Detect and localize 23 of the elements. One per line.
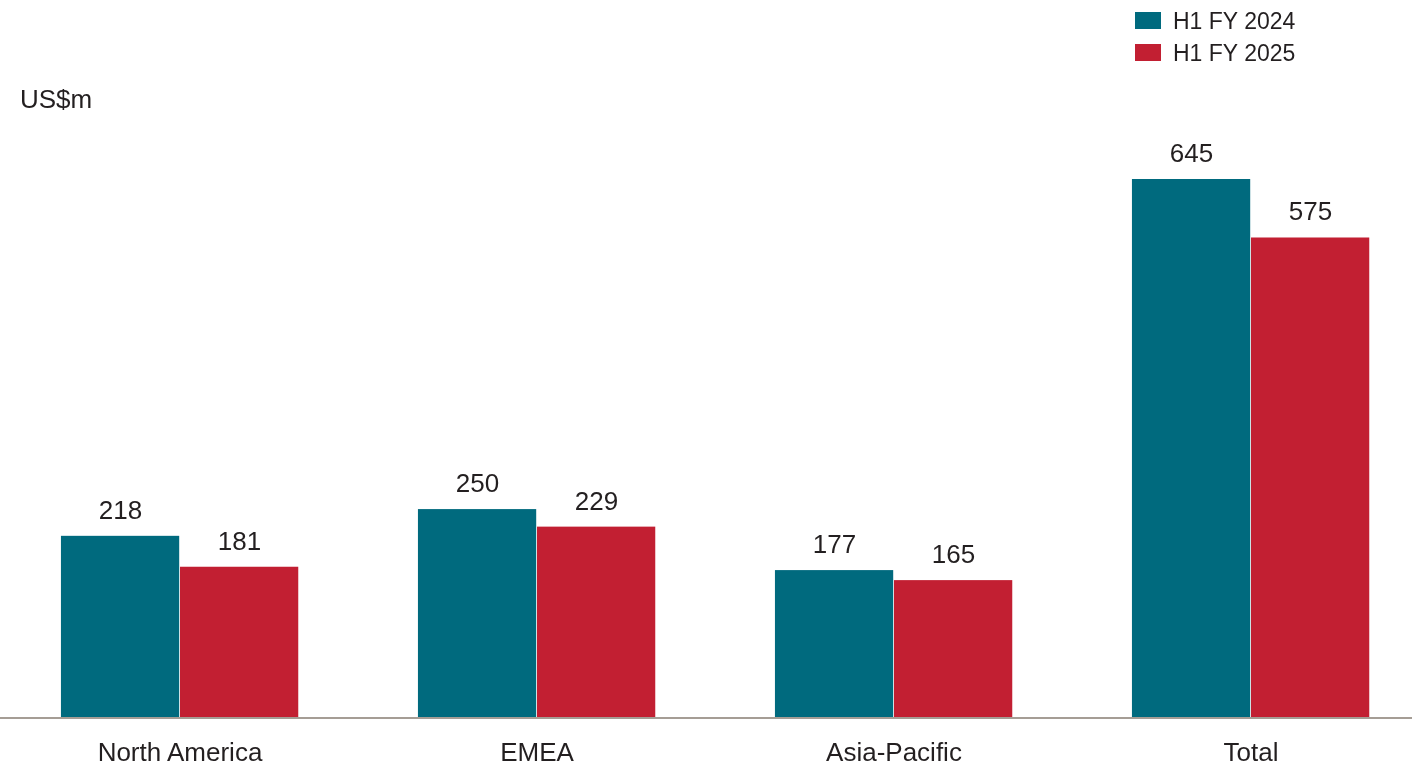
bar xyxy=(417,509,537,718)
bar xyxy=(60,535,180,718)
bar xyxy=(1251,237,1370,718)
data-label: 177 xyxy=(812,529,857,560)
data-label: 165 xyxy=(931,539,976,570)
bar xyxy=(180,566,299,718)
bar xyxy=(894,580,1013,718)
x-tick-label: Asia-Pacific xyxy=(826,737,962,767)
legend-label: H1 FY 2025 xyxy=(1173,40,1296,66)
data-label: 575 xyxy=(1288,196,1333,227)
data-label: 229 xyxy=(574,485,619,516)
y-axis-title: US$m xyxy=(20,84,93,114)
data-label: 250 xyxy=(455,468,500,499)
data-label: 218 xyxy=(98,494,143,525)
bar xyxy=(537,526,656,718)
bar xyxy=(774,570,894,718)
data-label: 645 xyxy=(1169,138,1214,168)
bar xyxy=(1131,179,1251,718)
data-label: 181 xyxy=(217,525,262,556)
x-tick-label: Total xyxy=(1223,737,1279,767)
legend-label: H1 FY 2024 xyxy=(1173,8,1296,34)
x-tick-label: North America xyxy=(97,737,263,767)
x-tick-label: EMEA xyxy=(500,737,575,767)
